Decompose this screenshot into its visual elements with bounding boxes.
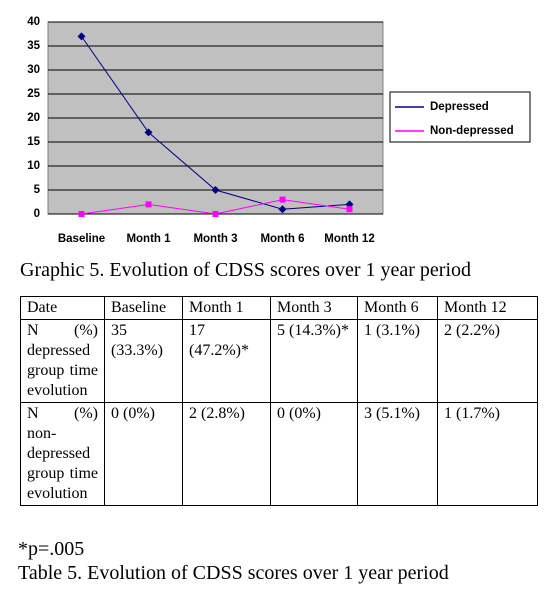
point [346, 206, 353, 213]
chart: 0 5 10 15 20 25 30 35 40 Baseline Month 1 Month 3 Mo… [27, 16, 531, 245]
table-cell: Month 1 [182, 296, 271, 320]
y-tick-label: 25 [27, 88, 40, 100]
table-row: N (%) non-depressed group time evolution… [20, 402, 538, 506]
table-cell: 35 (33.3%) [104, 319, 183, 403]
table-cell: 0 (0%) [270, 402, 358, 506]
point [77, 32, 86, 41]
point [145, 201, 152, 208]
point [78, 211, 85, 217]
y-tick-label: 30 [27, 64, 40, 76]
point [144, 128, 153, 137]
y-tick-label: 40 [27, 16, 40, 28]
y-tick-label: 20 [27, 112, 40, 124]
y-tick-label: 35 [27, 40, 40, 52]
point [278, 205, 287, 214]
chart-caption: Graphic 5. Evolution of CDSS scores over… [20, 259, 472, 281]
table-row: N (%) depressed group time evolution 35 (… [20, 319, 538, 403]
x-tick-label: Baseline [58, 233, 105, 245]
table-cell: N (%) depressed group time evolution [20, 319, 105, 403]
table-cell: 17 (47.2%)* [182, 319, 271, 403]
table-cell: Date [20, 296, 105, 320]
footnote: *p=.005 [18, 538, 85, 560]
table-cell: 0 (0%) [104, 402, 183, 506]
table-cell: Month 6 [357, 296, 438, 320]
table-cell: 2 (2.8%) [182, 402, 271, 506]
table-cell: Month 12 [437, 296, 538, 320]
x-tick-label: Month 3 [193, 233, 237, 245]
table-cell: 3 (5.1%) [357, 402, 438, 506]
legend-label: Depressed [430, 101, 489, 113]
table-header: Date Baseline Month 1 Month 3 Month 6 Month 1… [20, 296, 538, 320]
table-cell: Baseline [104, 296, 183, 320]
point [211, 186, 220, 194]
legend [389, 91, 531, 143]
y-tick-label: 5 [34, 184, 41, 196]
table-cell: 2 (2.2%) [437, 319, 538, 403]
point [212, 211, 219, 217]
point [279, 196, 286, 203]
y-tick-label: 0 [34, 208, 40, 220]
table-cell: 1 (3.1%) [357, 319, 438, 403]
table-cell: 5 (14.3%)* [270, 319, 358, 403]
x-tick-label: Month 6 [260, 233, 304, 245]
table-caption: Table 5. Evolution of CDSS scores over 1… [18, 562, 449, 584]
legend-label: Non-depressed [430, 125, 514, 137]
table-cell: N (%) non-depressed group time evolution [20, 402, 105, 506]
x-tick-label: Month 1 [126, 233, 171, 245]
y-tick-label: 10 [27, 160, 40, 172]
y-tick-label: 15 [27, 136, 40, 148]
table-cell: Month 3 [270, 296, 358, 320]
table-cell: 1 (1.7%) [437, 402, 538, 506]
x-tick-label: Month 12 [324, 233, 374, 245]
table: Date Baseline Month 1 Month 3 Month 6 Month 1… [20, 296, 538, 506]
